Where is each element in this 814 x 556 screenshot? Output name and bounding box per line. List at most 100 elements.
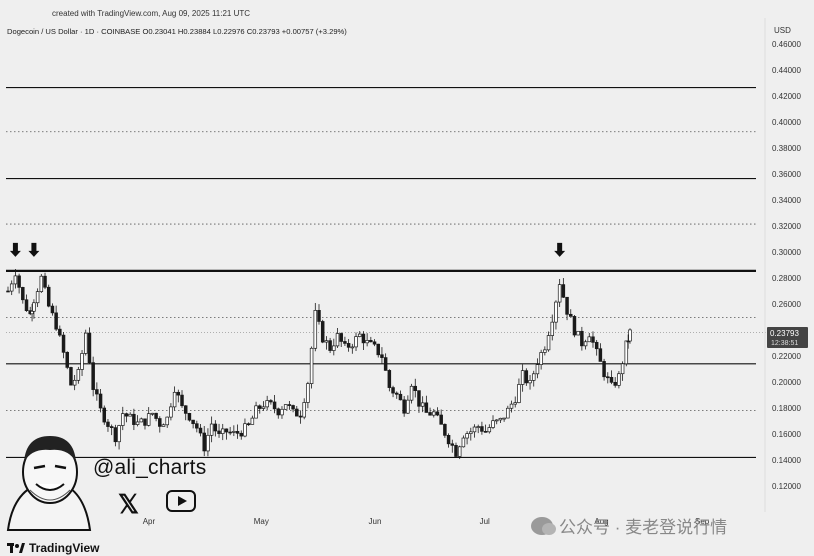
candle-body [391,387,395,394]
avatar [6,436,92,531]
chart-credit: created with TradingView.com, Aug 09, 20… [52,9,251,18]
candle-body [76,369,81,381]
candle-body [198,427,203,434]
y-tick-label: 0.18000 [772,404,801,413]
x-tick-label: Sep [695,517,710,526]
candle-body [158,418,162,427]
x-tick-label: Apr [143,517,156,526]
candle-body [483,430,488,433]
candle-body [398,393,403,401]
candle-body [17,275,21,288]
y-tick-label: 0.32000 [772,222,801,231]
candle-body [420,402,425,407]
candle-body [343,341,347,344]
candle-body [95,389,99,395]
wechat-icon [531,516,556,535]
tradingview-logo-icon [7,543,25,553]
candle-body [535,364,540,375]
y-tick-label: 0.26000 [772,300,801,309]
candle-body [46,286,51,307]
youtube-icon [166,490,196,512]
candle-body [220,428,225,434]
y-tick-label: 0.12000 [772,482,801,491]
candle-body [102,407,107,423]
candle-body [380,354,384,358]
candle-body [528,380,532,384]
candle-body [428,412,432,416]
candle-body [354,336,358,348]
y-tick-label: 0.44000 [772,66,801,75]
author-handle: @ali_charts [93,456,207,479]
x-tick-label: Jul [480,517,490,526]
candle-body [135,421,140,425]
candle-body [335,333,340,347]
candle-body [332,345,336,351]
candle-body [50,305,55,314]
candle-body [232,431,236,433]
candle-body [39,275,44,292]
candle-body [139,418,144,423]
candle-body [457,446,462,457]
y-tick-label: 0.16000 [772,430,801,439]
candle-body [346,343,351,348]
candle-body [446,434,451,445]
candle-body [339,333,343,342]
candle-body [298,415,303,418]
candle-body [409,385,414,401]
candle-body [124,413,129,417]
y-tick-label: 0.38000 [772,144,801,153]
candle-body [328,340,332,351]
x-tick-label: May [254,517,269,526]
candle-body [376,343,380,356]
arrow-markers [9,242,566,257]
candle-body [98,393,103,409]
candle-body [169,406,173,418]
candle-body [183,405,188,414]
y-tick-label: 0.22000 [772,352,801,361]
candle-body [598,348,603,362]
candle-body [121,413,125,426]
candle-body [287,404,292,406]
candle-body [546,335,551,351]
candle-body [624,340,629,365]
candle-body [206,434,210,452]
candle-body [576,330,580,336]
candle-body [58,328,62,336]
candle-body [291,405,295,410]
candle-body [402,399,406,414]
horizontal-levels [6,87,766,458]
candle-body [543,349,547,353]
tradingview-logo-text: TradingView [29,541,100,555]
candle-body [195,423,199,429]
candle-body [172,391,177,408]
candle-body [494,419,499,422]
candle-body [406,399,410,414]
y-tick-label: 0.40000 [772,118,801,127]
candle-body [117,425,121,443]
candle-body [443,423,447,436]
price-axis[interactable]: 0.46000 0.44000 0.42000 0.40000 0.38000 0.360… [772,40,801,491]
candle-body [250,417,255,425]
candle-body [491,420,495,428]
candle-body [387,370,392,388]
candle-body [72,379,77,386]
candle-body [417,390,421,407]
candle-body [395,392,399,395]
candle-body [235,431,240,434]
candle-body [565,296,569,315]
wechat-watermark: 公众号 · 麦老登说行情 [531,513,727,538]
tradingview-logo[interactable]: TradingView [7,541,99,555]
candle-body [265,400,269,408]
candle-body [531,373,536,381]
candle-body [246,423,251,426]
candle-body [313,310,318,349]
candlesticks [6,269,632,460]
y-tick-label: 0.34000 [772,196,801,205]
candle-body [150,412,155,415]
candle-body [209,423,214,436]
candle-body [9,283,14,292]
candle-body [361,333,366,344]
candle-body [69,367,73,386]
candle-body [435,411,440,416]
